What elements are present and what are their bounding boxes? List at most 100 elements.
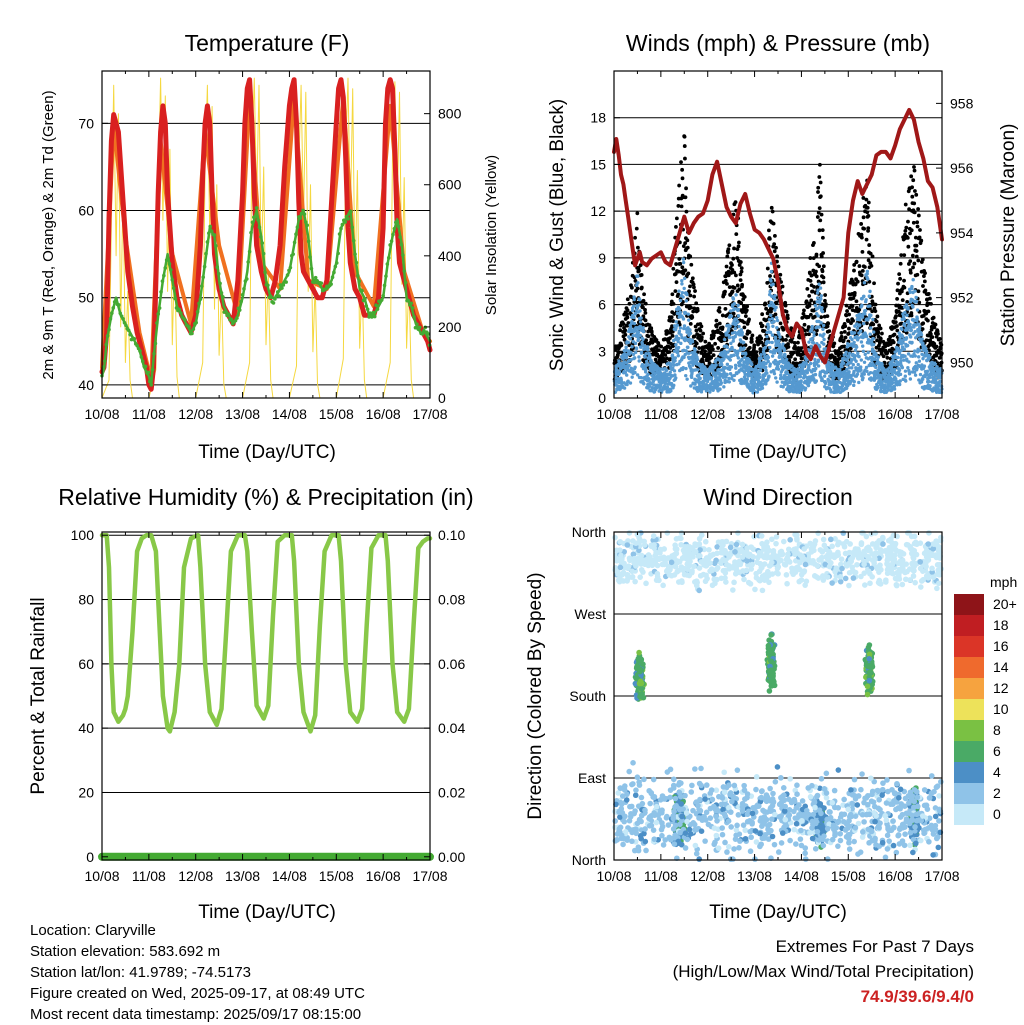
- gust-point: [819, 194, 823, 198]
- gust-point: [805, 287, 809, 291]
- dewpoint-point: [294, 232, 298, 236]
- wind-point: [732, 297, 735, 300]
- wind-point: [822, 338, 825, 341]
- x-tick-label: 15/08: [319, 868, 354, 884]
- gust-point: [713, 342, 717, 346]
- wind-point: [856, 373, 859, 376]
- wind-point: [625, 356, 628, 359]
- wind-point: [646, 348, 649, 351]
- gust-point: [928, 297, 932, 301]
- gust-point: [929, 302, 933, 306]
- x-tick-label: 16/08: [366, 406, 401, 422]
- gust-point: [628, 302, 632, 306]
- dewpoint-point: [114, 298, 118, 302]
- wind-point: [696, 368, 699, 371]
- wind-point: [771, 333, 774, 336]
- gust-point: [909, 174, 913, 178]
- y-tick-label: 70: [78, 115, 94, 131]
- dewpoint-point: [262, 252, 266, 256]
- gust-point: [927, 309, 931, 313]
- wind-point: [726, 346, 729, 349]
- wind-point: [741, 331, 744, 334]
- gust-point: [860, 273, 864, 277]
- gust-point: [816, 186, 820, 190]
- dewpoint-point: [117, 303, 121, 307]
- wind-point: [924, 347, 927, 350]
- gust-point: [800, 357, 804, 361]
- wind-point: [928, 384, 931, 387]
- gust-point: [910, 228, 914, 232]
- dewpoint-point: [388, 243, 392, 247]
- gust-point: [845, 304, 849, 308]
- dewpoint-point: [218, 282, 222, 286]
- gust-point: [773, 234, 777, 238]
- dewpoint-point: [339, 227, 343, 231]
- gust-point: [870, 264, 874, 268]
- gust-point: [821, 251, 825, 255]
- dewpoint-point: [148, 380, 152, 384]
- wind-point: [672, 363, 675, 366]
- y2-tick-label: 0.00: [438, 849, 465, 865]
- wind-point: [682, 317, 685, 320]
- wind-point: [809, 362, 812, 365]
- gust-point: [701, 332, 705, 336]
- wind-point: [771, 325, 774, 328]
- wind-point: [817, 359, 820, 362]
- wind-point: [677, 289, 680, 292]
- wind-point: [638, 334, 641, 337]
- wind-point: [820, 294, 823, 297]
- y2-tick-label: 0.04: [438, 720, 465, 736]
- direction-point: [767, 688, 773, 694]
- wind-point: [634, 342, 637, 345]
- wind-point: [910, 285, 913, 288]
- gust-point: [725, 265, 729, 269]
- gust-point: [909, 271, 913, 275]
- dewpoint-point: [221, 295, 225, 299]
- direction-point: [638, 656, 644, 662]
- gust-point: [865, 210, 869, 214]
- gust-point: [866, 206, 870, 210]
- dewpoint-point: [276, 290, 280, 294]
- gust-point: [813, 315, 817, 319]
- wind-point: [812, 341, 815, 344]
- gust-point: [898, 277, 902, 281]
- gust-point: [840, 331, 844, 335]
- wind-point: [902, 358, 905, 361]
- gust-point: [760, 312, 764, 316]
- dewpoint-point: [213, 233, 217, 237]
- humidity-ylabel: Percent & Total Rainfall: [28, 597, 49, 794]
- wind-point: [866, 277, 869, 280]
- dewpoint-point: [412, 315, 416, 319]
- temperature-panel: Temperature (F) Time (Day/UTC) 2m & 9m T…: [40, 30, 500, 463]
- dewpoint-point: [384, 274, 388, 278]
- gust-point: [785, 310, 789, 314]
- gust-point: [727, 247, 731, 251]
- dewpoint-point: [258, 226, 262, 230]
- gust-point: [694, 301, 698, 305]
- wind-point: [767, 360, 770, 363]
- gust-point: [934, 323, 938, 327]
- gust-point: [817, 264, 821, 268]
- x-tick-label: 12/08: [178, 868, 213, 884]
- gust-point: [640, 286, 644, 290]
- gust-point: [731, 290, 735, 294]
- dewpoint-point: [151, 368, 155, 372]
- gust-point: [832, 341, 836, 345]
- wind-point: [645, 360, 648, 363]
- dewpoint-point: [400, 243, 404, 247]
- gust-point: [803, 323, 807, 327]
- gust-point: [767, 228, 771, 232]
- dewpoint-point: [159, 290, 163, 294]
- wind-point: [768, 290, 771, 293]
- gust-point: [737, 241, 741, 245]
- gust-point: [815, 275, 819, 279]
- gust-point: [885, 356, 889, 360]
- gust-point: [700, 325, 704, 329]
- y-tick-label: 15: [590, 156, 606, 172]
- wind-point: [685, 299, 688, 302]
- dewpoint-point: [401, 253, 405, 257]
- wind-point: [861, 316, 864, 319]
- dewpoint-point: [398, 235, 402, 239]
- wind-point: [838, 368, 841, 371]
